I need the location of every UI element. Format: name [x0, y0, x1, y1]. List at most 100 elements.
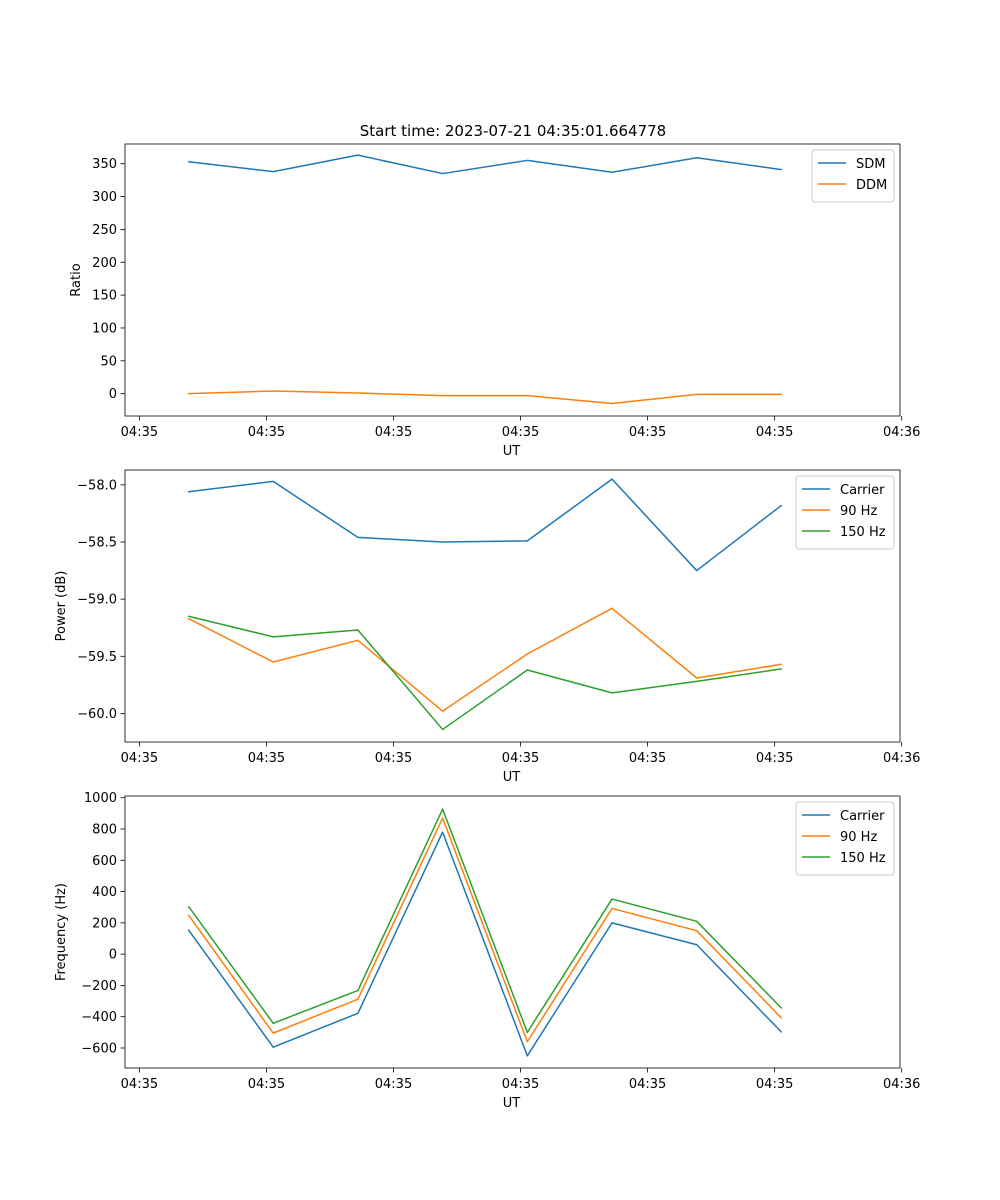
y-tick-label: 1000	[84, 791, 117, 806]
legend: Carrier 90 Hz 150 Hz	[795, 475, 895, 550]
data-point-150-hz	[696, 920, 698, 922]
y-tick-label: 600	[92, 854, 117, 869]
y-axis-label: Frequency (Hz)	[54, 883, 69, 981]
chart-panels: 04:35 04:35 04:35 04:35 04:35 04:35 04:36 0 50 10…	[54, 143, 920, 1111]
legend-label: 90 Hz	[840, 504, 877, 519]
x-tick-label: 04:35	[502, 425, 539, 440]
data-point-sdm	[272, 170, 274, 173]
series-line-sdm	[188, 154, 782, 175]
y-tick-label: −59.0	[77, 593, 117, 608]
x-tick-label: 04:35	[375, 1077, 412, 1092]
data-point-150-hz	[357, 989, 359, 992]
data-point-90-hz	[442, 710, 444, 712]
data-point-150-hz	[272, 636, 274, 638]
data-point-ddm	[696, 393, 698, 395]
series-line-150-hz	[187, 808, 782, 1034]
data-point-90-hz	[526, 1041, 528, 1043]
x-tick-label: 04:35	[629, 425, 666, 440]
legend: SDM DDM	[811, 149, 895, 203]
x-tick-label: 04:35	[629, 1077, 666, 1092]
data-point-90-hz	[187, 617, 190, 620]
figure-title: Start time: 2023-07-21 04:35:01.664778	[360, 122, 666, 140]
data-point-90-hz	[780, 1017, 783, 1019]
data-point-carrier	[611, 478, 613, 480]
data-point-ddm	[272, 390, 274, 392]
data-point-carrier	[696, 944, 698, 946]
data-point-carrier	[272, 1046, 274, 1048]
plot-frame	[124, 469, 901, 743]
legend-label: 90 Hz	[840, 830, 877, 845]
y-tick-label: −200	[81, 979, 117, 994]
data-point-150-hz	[526, 1031, 528, 1033]
data-point-sdm	[187, 161, 190, 163]
x-tick-label: 04:35	[375, 751, 412, 766]
chart-panel-3: 04:35 04:35 04:35 04:35 04:35 04:35 04:36 −600 −…	[54, 791, 920, 1111]
data-point-90-hz	[696, 930, 698, 932]
data-point-carrier	[696, 569, 698, 572]
x-axis-label: UT	[503, 1096, 521, 1111]
data-point-90-hz	[357, 998, 359, 1000]
x-tick-label: 04:35	[629, 751, 666, 766]
data-point-90-hz	[442, 817, 444, 819]
data-point-sdm	[611, 171, 613, 173]
y-tick-label: −60.0	[77, 707, 117, 722]
data-point-150-hz	[187, 905, 190, 908]
data-point-150-hz	[187, 615, 190, 617]
y-tick-label: 400	[92, 885, 117, 900]
x-axis-label: UT	[503, 444, 521, 459]
y-tick-label: −600	[81, 1041, 117, 1056]
y-tick-label: 300	[92, 190, 117, 205]
y-tick-label: 150	[92, 289, 117, 304]
chart-panel-1: 04:35 04:35 04:35 04:35 04:35 04:35 04:36 0 50 10…	[69, 143, 920, 459]
y-tick-label: −58.0	[77, 478, 117, 493]
y-axis-label: Power (dB)	[54, 571, 69, 642]
x-tick-label: 04:36	[883, 425, 920, 440]
plot-frame	[124, 143, 901, 417]
x-tick-label: 04:35	[756, 751, 793, 766]
legend: Carrier 90 Hz 150 Hz	[795, 801, 895, 876]
legend-label: Carrier	[840, 483, 885, 498]
data-point-sdm	[780, 169, 783, 171]
data-point-carrier	[526, 1055, 528, 1057]
data-point-carrier	[611, 922, 613, 924]
data-point-carrier	[272, 480, 274, 483]
data-point-ddm	[611, 402, 613, 405]
data-point-150-hz	[526, 669, 528, 671]
y-tick-label: 350	[92, 157, 117, 172]
data-point-150-hz	[357, 629, 359, 631]
legend-label: 150 Hz	[840, 851, 886, 866]
data-point-carrier	[357, 1012, 359, 1014]
y-tick-label: 100	[92, 321, 117, 336]
y-tick-label: −59.5	[77, 650, 117, 665]
chart-panel-2: 04:35 04:35 04:35 04:35 04:35 04:35 04:36 −60.0…	[54, 469, 920, 785]
legend-label: 150 Hz	[840, 525, 886, 540]
data-point-90-hz	[611, 907, 613, 910]
x-tick-label: 04:35	[121, 751, 158, 766]
x-tick-label: 04:35	[121, 425, 158, 440]
data-point-ddm	[780, 393, 783, 395]
data-point-carrier	[442, 541, 444, 543]
y-tick-label: −58.5	[77, 536, 117, 551]
series-line-carrier	[187, 831, 782, 1057]
data-point-90-hz	[611, 607, 613, 609]
data-point-150-hz	[780, 1007, 783, 1009]
data-point-sdm	[357, 154, 359, 156]
y-tick-label: 200	[92, 916, 117, 931]
data-point-ddm	[526, 395, 528, 397]
data-point-90-hz	[696, 677, 698, 679]
data-point-carrier	[780, 1031, 783, 1033]
x-tick-label: 04:35	[502, 751, 539, 766]
data-point-carrier	[780, 504, 783, 507]
x-tick-label: 04:35	[121, 1077, 158, 1092]
data-point-150-hz	[272, 1022, 274, 1024]
x-tick-label: 04:36	[883, 1077, 920, 1092]
x-tick-label: 04:35	[248, 425, 285, 440]
y-tick-label: 0	[109, 948, 117, 963]
data-point-150-hz	[611, 898, 613, 900]
y-axis-label: Ratio	[69, 263, 84, 296]
legend-label: DDM	[856, 178, 887, 193]
data-point-ddm	[187, 393, 190, 395]
x-tick-label: 04:35	[248, 751, 285, 766]
x-tick-label: 04:35	[756, 425, 793, 440]
